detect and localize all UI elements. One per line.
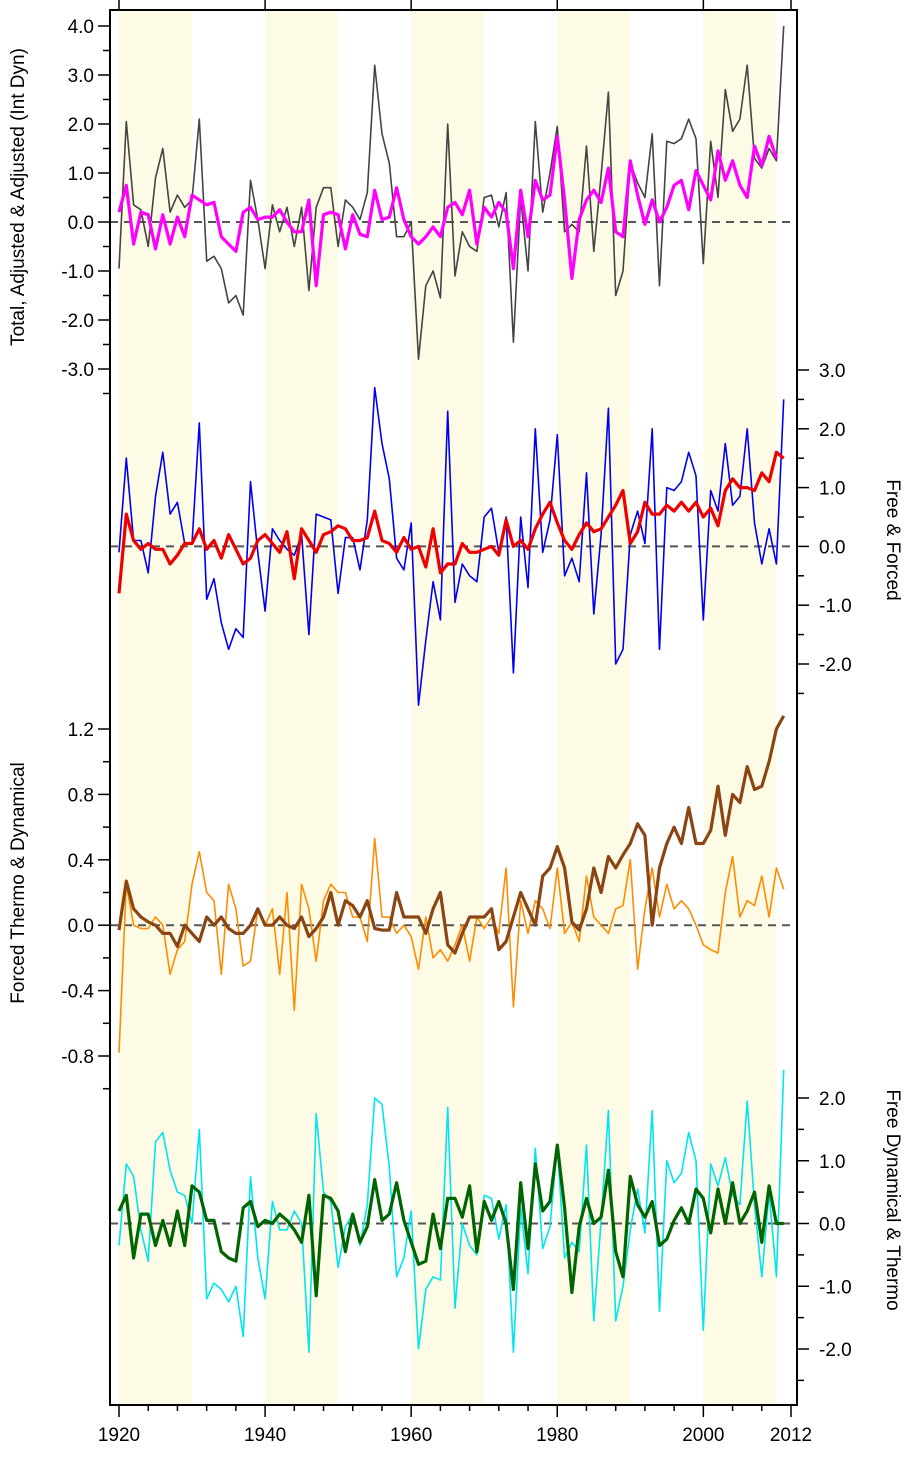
shaded-band-4	[703, 10, 777, 1405]
y-axes: -3.0 -2.0 -1.0 0.0 1.0 2.0 3.0 4.0 -2.0 -1.0 0.0 1.…	[61, 17, 852, 1382]
x-tick-label: 1940	[244, 1425, 286, 1446]
series-line-p1-1	[117, 134, 778, 288]
x-tick-label: 2000	[682, 1425, 724, 1446]
y-tick-label-p4: 1.0	[819, 1152, 845, 1173]
y-tick-label-p3: -0.8	[61, 1047, 94, 1068]
data-series	[117, 25, 786, 1353]
y-tick-label-p2: -1.0	[819, 596, 852, 617]
series-line-p4-0	[118, 1069, 785, 1353]
x-tick-label: 2012	[770, 1425, 812, 1446]
y-tick-label-p2: -2.0	[819, 655, 852, 676]
x-tick-label: 1920	[98, 1425, 140, 1446]
y-tick-label-p3: 0.8	[68, 785, 94, 806]
y-tick-label-p4: 2.0	[819, 1089, 845, 1110]
axis-labels: Total, Adjusted & Adjusted (Int Dyn) Fre…	[8, 48, 903, 1311]
y-tick-label-p3: 0.0	[68, 916, 94, 937]
y-tick-label-p1: -1.0	[61, 262, 94, 283]
y-tick-label-p2: 1.0	[819, 479, 845, 500]
ylabel-p2: Free & Forced	[882, 479, 903, 600]
y-tick-label-p1: 1.0	[68, 164, 94, 185]
ylabel-p3: Forced Thermo & Dynamical	[8, 762, 29, 1003]
y-tick-label-p4: -2.0	[819, 1340, 852, 1361]
y-tick-label-p4: 0.0	[819, 1215, 845, 1236]
y-tick-label-p3: 1.2	[68, 720, 94, 741]
y-tick-label-p1: -2.0	[61, 311, 94, 332]
shaded-band-3	[557, 10, 631, 1405]
y-tick-label-p2: 3.0	[819, 361, 845, 382]
y-tick-label-p3: 0.4	[68, 851, 95, 872]
x-tick-label: 1980	[536, 1425, 578, 1446]
ylabel-p1: Total, Adjusted & Adjusted (Int Dyn)	[8, 48, 29, 346]
series-line-p2-0	[118, 386, 785, 707]
series-line-p3-0	[118, 837, 785, 1053]
y-tick-label-p1: 0.0	[68, 213, 94, 234]
y-tick-label-p3: -0.4	[61, 982, 94, 1003]
series-line-p1-0	[118, 25, 785, 361]
series-line-p2-1	[117, 450, 785, 594]
y-tick-label-p1: 4.0	[68, 17, 94, 38]
y-tick-label-p1: 3.0	[68, 66, 94, 87]
y-tick-label-p2: 2.0	[819, 420, 845, 441]
y-tick-label-p1: 2.0	[68, 115, 94, 136]
shaded-band-2	[411, 10, 485, 1405]
x-tick-label: 1960	[390, 1425, 432, 1446]
y-tick-label-p4: -1.0	[819, 1277, 852, 1298]
x-axis: 1920 1940 1960 1980 2000 2012	[98, 0, 812, 1446]
y-tick-label-p1: -3.0	[61, 360, 94, 381]
plot-frame	[109, 9, 798, 1406]
y-tick-label-p2: 0.0	[819, 537, 845, 558]
series-line-p4-1	[117, 1143, 784, 1298]
ylabel-p4: Free Dynamical & Thermo	[882, 1089, 903, 1310]
shaded-band-1	[265, 10, 339, 1405]
series-line-p3-1	[117, 715, 786, 955]
